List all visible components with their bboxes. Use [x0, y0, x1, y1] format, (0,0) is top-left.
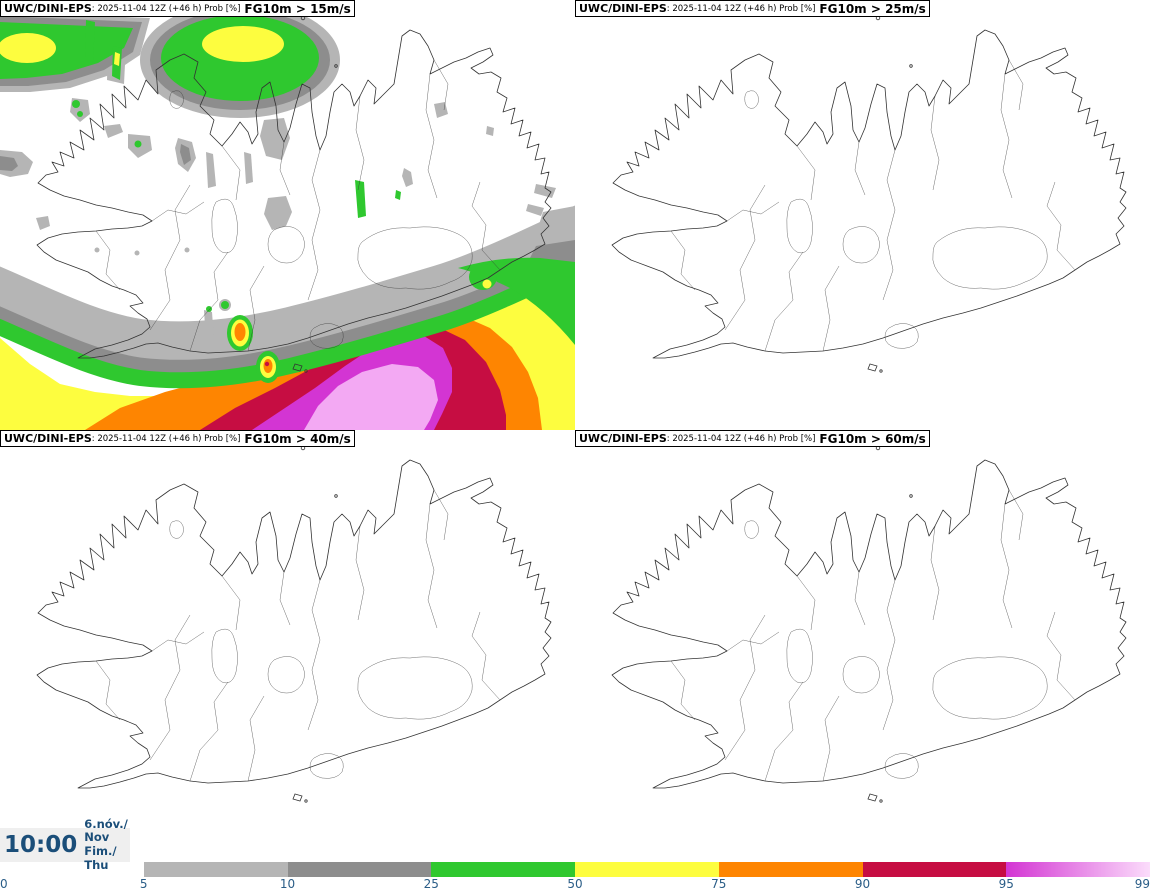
colorbar-segment-90-95	[862, 862, 1007, 877]
panel-fg25: UWC/DINI-EPS: 2025-11-04 12Z (+46 h) Pro…	[575, 0, 1150, 430]
colorbar-tick-50: 50	[567, 877, 583, 891]
colorbar-ticks: 0 5 10 25 50 75 90 95 99	[0, 877, 1150, 891]
colorbar-tick-5: 5	[139, 877, 148, 891]
colorbar-tick-0: 0	[0, 877, 8, 891]
colorbar-segment-10-25	[287, 862, 432, 877]
model-label: UWC/DINI-EPS	[579, 2, 667, 15]
valid-date-english: Fim./ Thu	[84, 844, 117, 872]
colorbar-segment-95-99	[1006, 862, 1150, 877]
colorbar-tick-95: 95	[998, 877, 1014, 891]
colorbar-tick-75: 75	[711, 877, 727, 891]
run-info: : 2025-11-04 12Z (+46 h) Prob [%]	[91, 433, 241, 444]
panel-header: UWC/DINI-EPS: 2025-11-04 12Z (+46 h) Pro…	[575, 0, 930, 17]
threshold-label: FG10m > 60m/s	[819, 431, 926, 446]
probability-colorbar: 0 5 10 25 50 75 90 95 99	[0, 860, 1150, 891]
iceland-map	[611, 15, 1127, 373]
panel-header: UWC/DINI-EPS: 2025-11-04 12Z (+46 h) Pro…	[0, 0, 355, 17]
panel-header: UWC/DINI-EPS: 2025-11-04 12Z (+46 h) Pro…	[0, 430, 355, 447]
colorbar-segment-5-10	[143, 862, 288, 877]
model-label: UWC/DINI-EPS	[4, 432, 92, 445]
iceland-map	[36, 445, 552, 803]
colorbar-tick-10: 10	[279, 877, 296, 891]
panel-fg15: UWC/DINI-EPS: 2025-11-04 12Z (+46 h) Pro…	[0, 0, 575, 430]
threshold-label: FG10m > 40m/s	[244, 431, 351, 446]
iceland-map	[611, 445, 1127, 803]
colorbar-tick-99: 99	[1134, 877, 1150, 891]
colorbar-segment-75-90	[718, 862, 863, 877]
valid-time: 10:00	[4, 831, 78, 858]
panel-header: UWC/DINI-EPS: 2025-11-04 12Z (+46 h) Pro…	[575, 430, 930, 447]
model-label: UWC/DINI-EPS	[4, 2, 92, 15]
colorbar-segment-25-50	[431, 862, 575, 877]
panel-fg60: UWC/DINI-EPS: 2025-11-04 12Z (+46 h) Pro…	[575, 430, 1150, 860]
colorbar-segment-50-75	[575, 862, 719, 877]
valid-date-local: 6.nóv./ Nov	[84, 816, 128, 845]
model-label: UWC/DINI-EPS	[579, 432, 667, 445]
threshold-label: FG10m > 15m/s	[244, 1, 351, 16]
colorbar-track	[143, 862, 1150, 877]
colorbar-tick-90: 90	[854, 877, 871, 891]
colorbar-tick-25: 25	[423, 877, 439, 891]
iceland-map	[0, 2, 575, 430]
threshold-label: FG10m > 25m/s	[819, 1, 926, 16]
valid-time-box: 10:00 6.nóv./ Nov Fim./ Thu	[0, 817, 130, 871]
valid-date: 6.nóv./ Nov Fim./ Thu	[84, 816, 130, 872]
run-info: : 2025-11-04 12Z (+46 h) Prob [%]	[666, 3, 816, 14]
run-info: : 2025-11-04 12Z (+46 h) Prob [%]	[91, 3, 241, 14]
probability-field	[0, 2, 575, 430]
panel-fg40: UWC/DINI-EPS: 2025-11-04 12Z (+46 h) Pro…	[0, 430, 575, 860]
run-info: : 2025-11-04 12Z (+46 h) Prob [%]	[666, 433, 816, 444]
